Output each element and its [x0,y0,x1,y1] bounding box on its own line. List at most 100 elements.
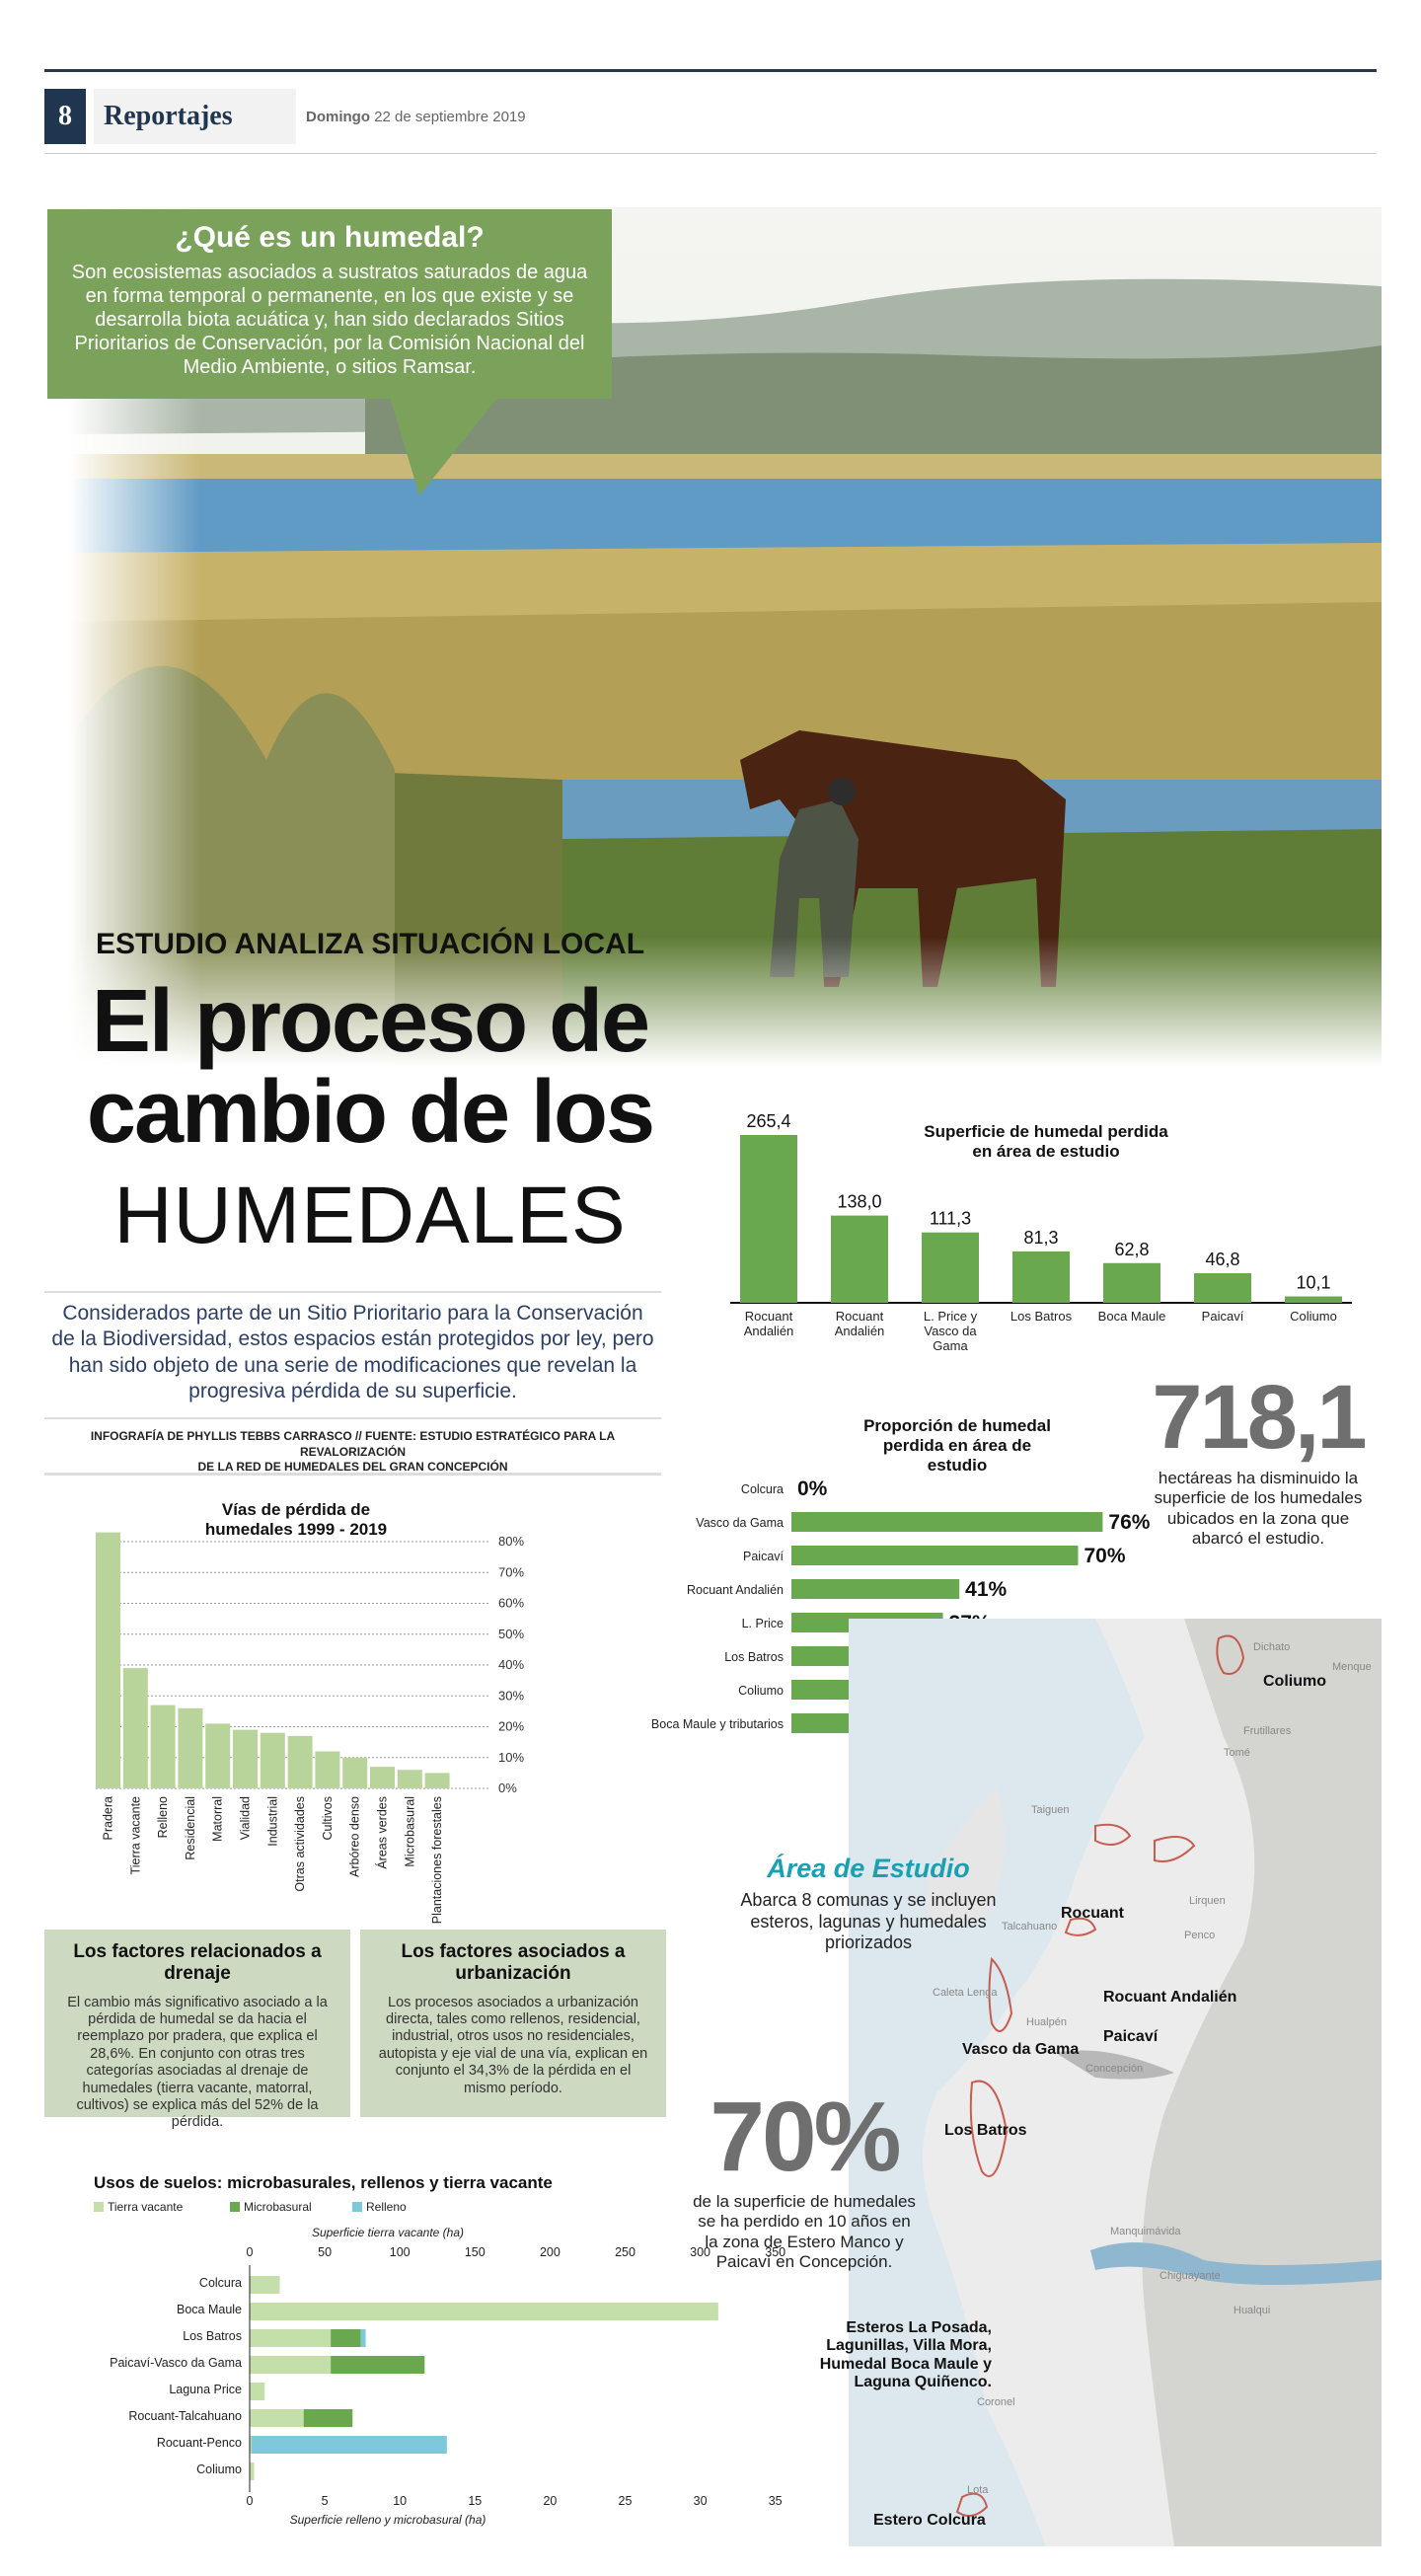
map-label-estero-colcura: Estero Colcura [873,2512,986,2529]
bar [791,1546,1079,1565]
bar [315,1751,340,1788]
study-area-map [849,1619,1382,2546]
category-label: Relleno [156,1796,170,1838]
factor-box-urbanization: Los factores asociados a urbanización Lo… [360,1930,666,2117]
chart-loss-pathways: Vías de pérdida de humedales 1999 - 2019 8… [44,1490,656,1924]
top-tick-label: 0 [247,2245,254,2259]
article-kicker: ESTUDIO ANALIZA SITUACIÓN LOCAL [95,928,645,960]
date-rest: 22 de septiembre 2019 [374,109,526,125]
factor-drainage-text: El cambio más significativo asociado a l… [67,1994,328,2131]
map-place-menque: Menque [1332,1661,1372,1673]
map-place-tome: Tomé [1224,1747,1250,1759]
category-label: L. Price y Vasco da Gama [924,1309,978,1353]
bar-tierra-vacante [250,2356,340,2374]
date-weekday: Domingo [306,109,370,125]
lead-rule-top [44,1291,661,1293]
category-label: Los Batros [724,1650,784,1664]
top-tick-label: 350 [765,2245,785,2259]
map-label-vasco-da-gama: Vasco da Gama [962,2041,1080,2058]
header-rule [44,153,1377,154]
y-tick-label: 10% [498,1750,524,1765]
top-tick-label: 100 [390,2245,411,2259]
bar-tierra-vacante [250,2462,255,2480]
data-label: 111,3 [930,1209,971,1229]
category-label: Rocuant Andalién [744,1309,794,1338]
bar [342,1757,368,1788]
factor-urbanization-text: Los procesos asociados a urbanización di… [378,1994,648,2096]
bar [1103,1262,1160,1303]
bar [424,1773,450,1788]
legend-label: Microbasural [244,2200,312,2214]
chart-title: Proporción de humedal perdida en área de e… [863,1416,1051,1475]
map-place-talcahuano: Talcahuano [1002,1921,1058,1932]
legend-label: Relleno [366,2200,407,2214]
bar [1285,1296,1342,1303]
map-label-coliumo: Coliumo [1263,1673,1326,1690]
map-label-rocuant: Rocuant [1061,1905,1124,1922]
callout-title: ¿Qué es un humedal? [175,221,485,254]
bar-tierra-vacante [250,2276,280,2294]
bar-tierra-vacante [250,2409,310,2427]
stat-percentage: 70% de la superficie de humedales se ha … [691,2087,918,2273]
bottom-tick-label: 35 [769,2494,783,2508]
page-header: 8 Reportajes Domingo 22 de septiembre 20… [44,89,1377,144]
category-label: Cultivos [321,1796,335,1840]
y-tick-label: 50% [498,1627,524,1641]
category-label: Vialidad [239,1796,253,1840]
stat-percentage-text: de la superficie de humedales se ha perd… [693,2192,916,2272]
bar [287,1735,313,1788]
map-place-lirquen: Lirquen [1189,1895,1226,1907]
chart-land-uses-svg: Usos de suelos: microbasurales, rellenos… [94,2173,785,2527]
category-label: Vasco da Gama [696,1516,784,1530]
chart-loss-pathways-svg: Vías de pérdida de humedales 1999 - 2019 8… [96,1500,524,1924]
top-tick-label: 250 [615,2245,636,2259]
map-place-lota: Lota [967,2484,989,2496]
map-place-concepcion: Concepción [1085,2063,1144,2075]
bar [150,1705,176,1788]
category-label: Los Batros [183,2329,242,2343]
category-label: Pradera [102,1796,115,1841]
bar [205,1723,231,1788]
data-label: 81,3 [1023,1228,1058,1248]
top-tick-label: 300 [690,2245,710,2259]
bar [178,1707,203,1788]
stat-hectares-number: 718,1 [1152,1367,1367,1468]
category-label: Rocuant-Talcahuano [128,2409,242,2423]
map-place-coronel: Coronel [977,2396,1015,2408]
publication-date: Domingo 22 de septiembre 2019 [306,109,526,125]
lead-rule-bottom [44,1417,661,1419]
data-label: 265,4 [746,1111,790,1131]
bar [791,1713,861,1733]
category-label: Tierra vacante [128,1796,142,1874]
category-label: Boca Maule [177,2303,242,2316]
category-label: Coliumo [196,2462,242,2476]
map-label-esteros: Esteros La Posada, Lagunillas, Villa Mor… [819,2319,992,2391]
data-label: 41% [965,1578,1007,1601]
map-place-chiguayante: Chiguayante [1159,2270,1221,2282]
map-place-hualpen: Hualpén [1026,2016,1067,2028]
category-label: Residencial [184,1796,197,1860]
y-tick-label: 40% [498,1657,524,1672]
headline-line-1: El proceso de [91,972,650,1071]
category-label: Coliumo [1290,1309,1337,1324]
legend-label: Tierra vacante [108,2200,184,2214]
page-number: 8 [44,89,86,144]
chart-land-uses: Usos de suelos: microbasurales, rellenos… [44,2166,785,2551]
category-label: Matorral [211,1796,225,1842]
category-label: Los Batros [1010,1309,1073,1324]
callout-text: Son ecosistemas asociados a sustratos sa… [71,262,588,378]
y-tick-label: 0% [498,1780,517,1795]
chart-surface-lost: Superficie de humedal perdida en área de … [720,1096,1382,1372]
data-label: 0% [797,1477,828,1500]
category-label: Microbasural [403,1796,416,1867]
category-label: Paicaví [743,1550,785,1563]
bar-microbasural [331,2356,425,2374]
data-label: 70% [1084,1545,1126,1567]
map-label-paicavi: Paicaví [1103,2028,1159,2045]
top-axis-title: Superficie tierra vacante (ha) [312,2226,464,2239]
map-label-rocuant-andalien: Rocuant Andalién [1103,1989,1237,2006]
bar-tierra-vacante [250,2383,265,2400]
legend-swatch [352,2202,362,2212]
legend-swatch [94,2202,104,2212]
category-label: Boca Maule y tributarios [651,1717,784,1731]
